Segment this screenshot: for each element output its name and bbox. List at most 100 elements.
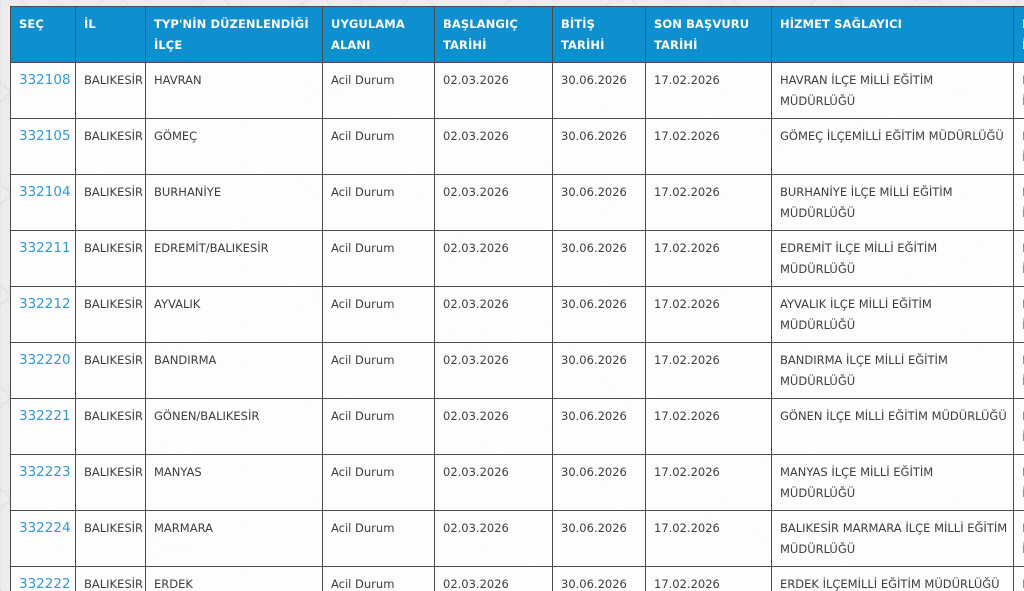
cell-il: BALIKESİR [75,510,146,567]
program-id-link[interactable]: 332224 [19,520,71,536]
clipped-action-link[interactable]: B İ [1022,126,1024,168]
clipped-action-link[interactable]: B İ [1022,518,1024,560]
column-header-saglayici: HİZMET SAĞLAYICI [771,6,1014,63]
cell-clipped-link: B İ [1013,566,1024,591]
cell-son: 17.02.2026 [645,510,772,567]
cell-ilce: HAVRAN [145,62,323,119]
column-header-baslangic: BAŞLANGIÇ TARİHİ [434,6,553,63]
cell-il: BALIKESİR [75,398,146,455]
cell-clipped-link: B İ [1013,286,1024,343]
column-header-alan: UYGULAMA ALANI [322,6,435,63]
cell-ilce: ERDEK [145,566,323,591]
cell-son: 17.02.2026 [645,118,772,175]
clipped-link-line2: İ [1022,430,1024,444]
cell-il: BALIKESİR [75,230,146,287]
cell-alan: Acil Durum [322,230,435,287]
column-header-clipped-line1: B [1022,14,1024,35]
cell-alan: Acil Durum [322,510,435,567]
cell-bitis: 30.06.2026 [552,118,646,175]
cell-alan: Acil Durum [322,174,435,231]
cell-son: 17.02.2026 [645,286,772,343]
program-id-link[interactable]: 332223 [19,464,71,480]
program-id-link[interactable]: 332211 [19,240,71,256]
cell-baslangic: 02.03.2026 [434,342,553,399]
cell-sec: 332224 [10,510,76,567]
cell-alan: Acil Durum [322,62,435,119]
clipped-action-link[interactable]: B İ [1022,574,1024,591]
cell-saglayici: MANYAS İLÇE MİLLİ EĞİTİM MÜDÜRLÜĞÜ [771,454,1014,511]
cell-saglayici: EDREMİT İLÇE MİLLİ EĞİTİM MÜDÜRLÜĞÜ [771,230,1014,287]
cell-il: BALIKESİR [75,174,146,231]
cell-sec: 332221 [10,398,76,455]
cell-ilce: BANDIRMA [145,342,323,399]
table-row: 332211 BALIKESİR EDREMİT/BALIKESİR Acil … [10,230,1024,287]
cell-sec: 332108 [10,62,76,119]
cell-baslangic: 02.03.2026 [434,454,553,511]
cell-son: 17.02.2026 [645,174,772,231]
clipped-action-link[interactable]: B İ [1022,406,1024,448]
cell-son: 17.02.2026 [645,230,772,287]
program-id-link[interactable]: 332222 [19,576,71,591]
cell-saglayici: ERDEK İLÇEMİLLİ EĞİTİM MÜDÜRLÜĞÜ [771,566,1014,591]
cell-baslangic: 02.03.2026 [434,286,553,343]
clipped-action-link[interactable]: B İ [1022,238,1024,280]
clipped-link-line2: İ [1022,542,1024,556]
cell-clipped-link: B İ [1013,398,1024,455]
cell-baslangic: 02.03.2026 [434,62,553,119]
program-id-link[interactable]: 332105 [19,128,71,144]
clipped-action-link[interactable]: B İ [1022,70,1024,112]
cell-clipped-link: B İ [1013,342,1024,399]
cell-bitis: 30.06.2026 [552,510,646,567]
column-header-bitis: BİTİŞ TARİHİ [552,6,646,63]
cell-bitis: 30.06.2026 [552,174,646,231]
program-id-link[interactable]: 332221 [19,408,71,424]
cell-clipped-link: B İ [1013,230,1024,287]
table-row: 332220 BALIKESİR BANDIRMA Acil Durum 02.… [10,342,1024,399]
program-id-link[interactable]: 332212 [19,296,71,312]
program-id-link[interactable]: 332108 [19,72,71,88]
program-id-link[interactable]: 332220 [19,352,71,368]
clipped-link-line1: B [1022,462,1024,483]
cell-il: BALIKESİR [75,118,146,175]
column-header-sec: SEÇ [10,6,76,63]
cell-ilce: GÖNEN/BALIKESİR [145,398,323,455]
cell-baslangic: 02.03.2026 [434,174,553,231]
cell-baslangic: 02.03.2026 [434,566,553,591]
cell-il: BALIKESİR [75,62,146,119]
cell-baslangic: 02.03.2026 [434,230,553,287]
cell-clipped-link: B İ [1013,174,1024,231]
clipped-link-line2: İ [1022,262,1024,276]
column-header-clipped: B İ [1013,6,1024,63]
clipped-action-link[interactable]: B İ [1022,182,1024,224]
typ-list-table-container: SEÇ İL TYP'NİN DÜZENLENDİĞİ İLÇE UYGULAM… [10,6,1024,591]
cell-son: 17.02.2026 [645,342,772,399]
clipped-action-link[interactable]: B İ [1022,350,1024,392]
typ-table-body: 332108 BALIKESİR HAVRAN Acil Durum 02.03… [10,62,1024,591]
cell-sec: 332211 [10,230,76,287]
cell-baslangic: 02.03.2026 [434,398,553,455]
clipped-action-link[interactable]: B İ [1022,294,1024,336]
cell-clipped-link: B İ [1013,118,1024,175]
cell-ilce: MANYAS [145,454,323,511]
cell-baslangic: 02.03.2026 [434,118,553,175]
cell-saglayici: BANDIRMA İLÇE MİLLİ EĞİTİM MÜDÜRLÜĞÜ [771,342,1014,399]
clipped-link-line1: B [1022,126,1024,147]
program-id-link[interactable]: 332104 [19,184,71,200]
cell-il: BALIKESİR [75,454,146,511]
clipped-link-line1: B [1022,350,1024,371]
cell-sec: 332212 [10,286,76,343]
clipped-link-line1: B [1022,182,1024,203]
cell-sec: 332223 [10,454,76,511]
cell-ilce: AYVALIK [145,286,323,343]
cell-il: BALIKESİR [75,342,146,399]
cell-clipped-link: B İ [1013,454,1024,511]
cell-sec: 332220 [10,342,76,399]
column-header-clipped-line2: İ [1022,35,1024,56]
cell-saglayici: AYVALIK İLÇE MİLLİ EĞİTİM MÜDÜRLÜĞÜ [771,286,1014,343]
cell-bitis: 30.06.2026 [552,398,646,455]
cell-ilce: BURHANİYE [145,174,323,231]
cell-saglayici: BALIKESİR MARMARA İLÇE MİLLİ EĞİTİM MÜDÜ… [771,510,1014,567]
clipped-action-link[interactable]: B İ [1022,462,1024,504]
table-row: 332221 BALIKESİR GÖNEN/BALIKESİR Acil Du… [10,398,1024,455]
